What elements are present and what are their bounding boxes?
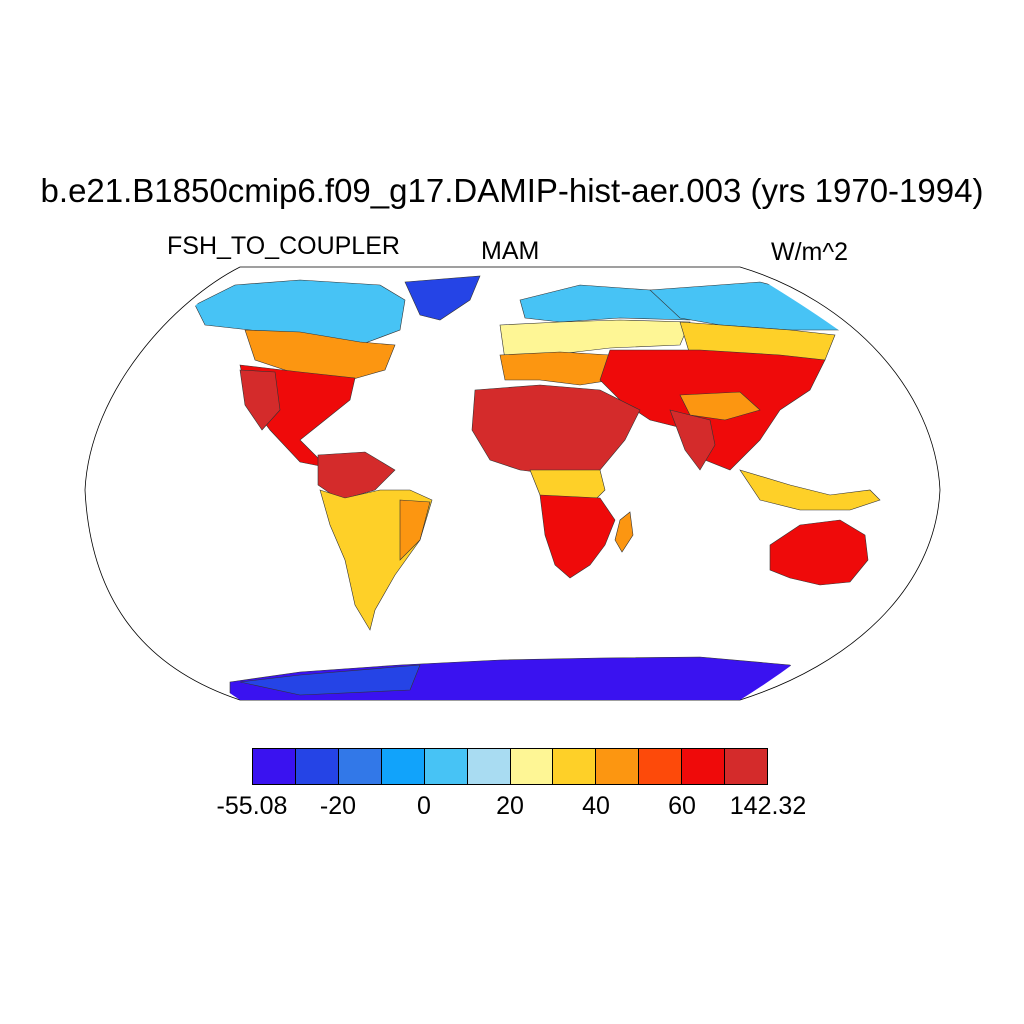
continent-greenland	[404, 275, 481, 321]
colorbar-tick-label: 20	[496, 792, 524, 820]
season-label: MAM	[481, 237, 540, 265]
colorbar-box	[295, 749, 339, 784]
continent-southeast-asia	[739, 469, 881, 511]
colorbar-tick-label: 60	[668, 792, 696, 820]
continent-south-america-east	[399, 499, 431, 561]
colorbar-tick-label: 142.32	[729, 792, 807, 820]
continent-madagascar	[614, 511, 634, 553]
colorbar-box	[338, 749, 382, 784]
colorbar	[252, 748, 768, 785]
colorbar-box	[725, 749, 768, 784]
units-label: W/m^2	[771, 238, 849, 266]
variable-label: FSH_TO_COUPLER	[167, 232, 400, 260]
continent-asia-plateau	[679, 391, 761, 421]
colorbar-box	[682, 749, 726, 784]
colorbar-box	[424, 749, 468, 784]
colorbar-box	[467, 749, 511, 784]
colorbar-tick-label: -55.08	[216, 792, 288, 820]
colorbar-box	[553, 749, 597, 784]
continent-north-america-west	[239, 369, 281, 431]
continent-india	[669, 409, 716, 471]
continent-north-america-mid	[244, 329, 396, 381]
colorbar-tick-label: 40	[582, 792, 610, 820]
plot-title: b.e21.B1850cmip6.f09_g17.DAMIP-hist-aer.…	[40, 172, 984, 209]
colorbar-box	[596, 749, 640, 784]
colorbar-box	[639, 749, 683, 784]
continent-south-america-north	[317, 451, 396, 501]
colorbar-tick-label: -20	[319, 792, 357, 820]
colorbar-box	[253, 749, 296, 784]
continent-north-america-north	[194, 279, 406, 346]
continent-africa-south	[539, 494, 616, 579]
continent-australia	[769, 519, 869, 586]
continent-antarctica-edge	[239, 664, 421, 696]
colorbar-tick-label: 0	[417, 792, 431, 820]
colorbar-box	[510, 749, 554, 784]
colorbar-box	[381, 749, 425, 784]
